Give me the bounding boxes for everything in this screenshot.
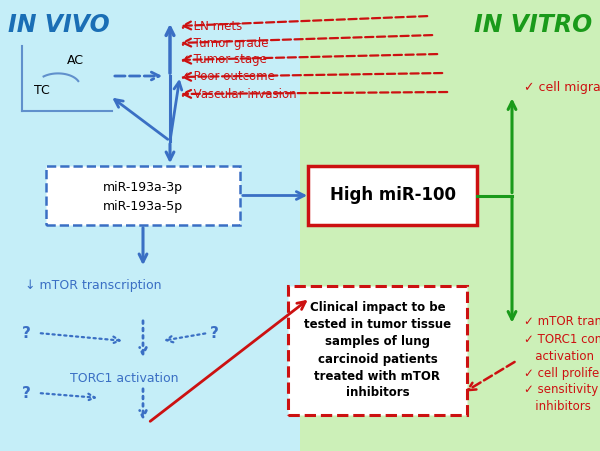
Text: ↓ mTOR transcription: ↓ mTOR transcription [25, 279, 161, 291]
Text: ✓ sensitivity to mTOR: ✓ sensitivity to mTOR [524, 383, 600, 396]
Text: AC: AC [67, 55, 83, 68]
Text: miR-193a-5p: miR-193a-5p [103, 200, 183, 213]
Text: ✓ Tumor stage: ✓ Tumor stage [180, 54, 267, 66]
Text: miR-193a-3p: miR-193a-3p [103, 181, 183, 194]
Bar [0, 0, 300, 451]
Text: ?: ? [22, 326, 31, 341]
Text: IN VIVO: IN VIVO [8, 13, 110, 37]
Text: ✓ TORC1 complex: ✓ TORC1 complex [524, 332, 600, 345]
FancyBboxPatch shape [308, 166, 477, 225]
Text: inhibitors: inhibitors [524, 400, 591, 414]
Text: ✓ Tumor grade: ✓ Tumor grade [180, 37, 269, 50]
Text: ?: ? [22, 386, 31, 400]
Text: ✓ cell migration: ✓ cell migration [524, 81, 600, 94]
Text: ✓ mTOR transcription: ✓ mTOR transcription [524, 316, 600, 328]
Text: activation: activation [524, 350, 594, 363]
Text: TC: TC [34, 84, 50, 97]
FancyBboxPatch shape [288, 286, 467, 415]
Text: ✓ Poor outcome: ✓ Poor outcome [180, 70, 275, 83]
Text: ?: ? [210, 326, 219, 341]
Text: IN VITRO: IN VITRO [474, 13, 592, 37]
Text: ✓ cell proliferation: ✓ cell proliferation [524, 367, 600, 379]
FancyBboxPatch shape [46, 166, 240, 225]
Text: ✓ Vascular invasion: ✓ Vascular invasion [180, 87, 296, 101]
Text: Clinical impact to be
tested in tumor tissue
samples of lung
carcinoid patients
: Clinical impact to be tested in tumor ti… [304, 302, 451, 400]
Bar [300, 0, 600, 451]
Text: High miR-100: High miR-100 [329, 187, 455, 204]
Text: ✓ LN mets: ✓ LN mets [180, 19, 242, 32]
Text: TORC1 activation: TORC1 activation [70, 372, 179, 385]
